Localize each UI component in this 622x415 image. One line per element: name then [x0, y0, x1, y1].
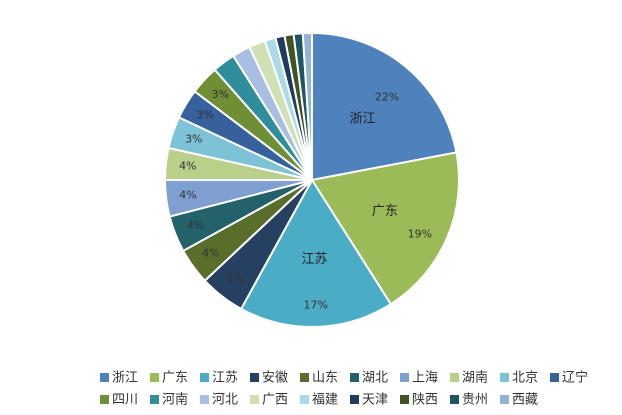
- slice-percent-label: 4%: [187, 219, 204, 232]
- legend-swatch: [100, 395, 109, 404]
- slice-percent-label: 5%: [227, 272, 244, 285]
- slice-percent-label: 4%: [202, 246, 219, 259]
- legend-label: 西藏: [512, 393, 538, 408]
- legend-swatch: [250, 373, 259, 382]
- slice-percent-label: 3%: [212, 88, 229, 101]
- slice-percent-label: 17%: [303, 299, 327, 312]
- legend-label: 福建: [312, 393, 338, 408]
- slice-percent-label: 3%: [196, 108, 213, 121]
- pie-slices: [163, 31, 460, 328]
- slice-name-label: 广东: [372, 204, 398, 219]
- legend-label: 安徽: [262, 371, 288, 386]
- pie-slice-江苏: [239, 178, 393, 328]
- slice-percent-label: 4%: [179, 159, 196, 172]
- legend-swatch: [350, 373, 359, 382]
- slice-percent-label: 22%: [375, 90, 399, 103]
- legend-swatch: [450, 373, 459, 382]
- legend-swatch: [300, 395, 309, 404]
- legend-label: 陕西: [412, 393, 438, 408]
- legend-label: 四川: [112, 393, 138, 408]
- slice-name-label: 浙江: [350, 111, 376, 126]
- legend-label: 北京: [512, 371, 538, 386]
- legend-swatch: [100, 373, 109, 382]
- pie-slice-浙江: [311, 31, 458, 182]
- slice-percent-label: 3%: [185, 133, 202, 146]
- legend-swatch: [400, 395, 409, 404]
- legend-swatch: [500, 395, 509, 404]
- legend-label: 广东: [162, 371, 188, 386]
- slice-name-label: 江苏: [301, 251, 327, 267]
- slice-percent-label: 4%: [179, 189, 196, 202]
- legend-swatch: [550, 373, 559, 382]
- legend-label: 河北: [212, 393, 238, 408]
- legend-label: 湖南: [462, 370, 488, 386]
- legend-swatch: [250, 395, 259, 404]
- legend-swatch: [450, 395, 459, 404]
- pie-slice-广东: [310, 151, 460, 306]
- legend-label: 天津: [362, 393, 388, 408]
- legend-swatch: [500, 373, 509, 382]
- legend-swatch: [200, 395, 209, 404]
- legend-label: 浙江: [112, 371, 138, 386]
- legend-swatch: [200, 373, 209, 382]
- legend-label: 山东: [312, 371, 338, 386]
- legend-swatch: [300, 373, 309, 382]
- legend-swatch: [400, 373, 409, 382]
- legend-swatch: [350, 395, 359, 404]
- legend-label: 贵州: [462, 393, 488, 408]
- legend-label: 河南: [162, 392, 188, 408]
- legend-label: 广西: [262, 393, 288, 408]
- slice-percent-label: 19%: [408, 228, 432, 241]
- legend-swatch: [150, 373, 159, 382]
- pie-slice-西藏: [301, 31, 313, 181]
- legend-label: 湖北: [362, 371, 388, 386]
- pie-labels: 浙江 22% 广东 19% 江苏 17% 5% 4% 4% 4% 4% 3% 3% 3%: [179, 88, 432, 312]
- legend-swatch: [150, 395, 159, 404]
- legend-label: 江苏: [212, 370, 238, 386]
- legend-label: 上海: [412, 371, 438, 386]
- legend-label: 辽宁: [562, 370, 588, 386]
